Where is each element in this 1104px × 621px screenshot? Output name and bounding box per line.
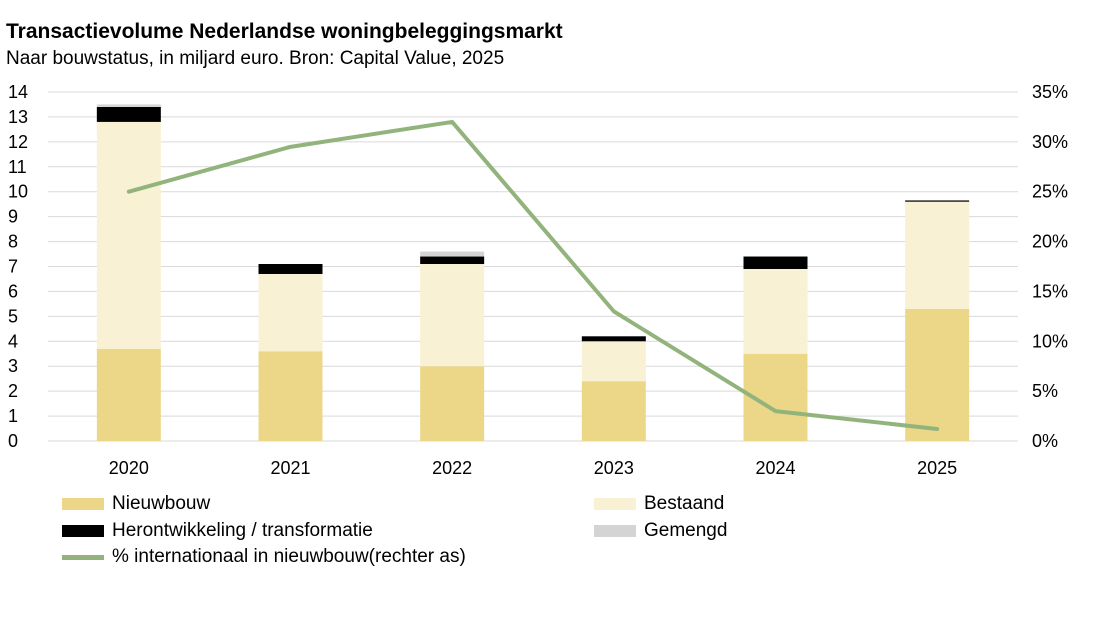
ticks-layer: 012345678910111213140%5%10%15%20%25%30%3… xyxy=(8,82,1068,478)
y-tick-label: 11 xyxy=(8,157,27,177)
bar-gemengd xyxy=(420,251,485,257)
bar-bestaand xyxy=(581,341,646,382)
y-tick-label: 2 xyxy=(8,381,18,401)
y-tick-label: 4 xyxy=(8,331,18,351)
y-tick-label: 0 xyxy=(8,431,18,451)
bar-bestaand xyxy=(420,264,485,367)
y2-tick-label: 35% xyxy=(1032,82,1068,102)
x-tick-label: 2021 xyxy=(270,458,310,478)
bar-herontwikkeling xyxy=(258,264,323,274)
y2-tick-label: 10% xyxy=(1032,331,1068,351)
line-layer xyxy=(126,119,940,432)
bars-layer xyxy=(96,104,970,441)
x-tick-label: 2020 xyxy=(109,458,149,478)
y-tick-label: 1 xyxy=(8,406,18,426)
bar-nieuwbouw xyxy=(905,308,970,441)
y-tick-label: 6 xyxy=(8,281,18,301)
y-tick-label: 12 xyxy=(8,132,28,152)
bar-bestaand xyxy=(905,201,970,309)
bar-bestaand xyxy=(743,268,808,354)
bar-bestaand xyxy=(96,121,161,349)
line-international-nieuwbouw xyxy=(126,119,940,432)
chart-subtitle: Naar bouwstatus, in miljard euro. Bron: … xyxy=(6,48,505,69)
grid-layer xyxy=(48,91,1018,442)
y-tick-label: 8 xyxy=(8,232,18,252)
y2-tick-label: 15% xyxy=(1032,281,1068,301)
y-tick-label: 13 xyxy=(8,107,28,127)
bar-herontwikkeling xyxy=(743,256,808,269)
y-tick-label: 5 xyxy=(8,306,18,326)
bar-herontwikkeling xyxy=(420,256,485,265)
y2-tick-label: 30% xyxy=(1032,132,1068,152)
y-tick-label: 9 xyxy=(8,207,18,227)
y-tick-label: 10 xyxy=(8,182,28,202)
bar-nieuwbouw xyxy=(258,351,323,441)
bar-nieuwbouw xyxy=(581,381,646,441)
x-tick-label: 2022 xyxy=(432,458,472,478)
bar-bestaand xyxy=(258,273,323,352)
y-tick-label: 14 xyxy=(8,82,28,102)
bar-herontwikkeling xyxy=(905,200,970,202)
y-tick-label: 7 xyxy=(8,257,18,277)
bar-nieuwbouw xyxy=(96,348,161,441)
chart-title: Transactievolume Nederlandse woningbeleg… xyxy=(6,20,563,43)
y2-tick-label: 20% xyxy=(1032,232,1068,252)
x-tick-label: 2025 xyxy=(917,458,957,478)
x-tick-label: 2024 xyxy=(755,458,795,478)
y2-tick-label: 25% xyxy=(1032,182,1068,202)
y2-tick-label: 0% xyxy=(1032,431,1058,451)
bar-herontwikkeling xyxy=(96,106,161,122)
y2-tick-label: 5% xyxy=(1032,381,1058,401)
bar-nieuwbouw xyxy=(420,366,485,441)
bar-gemengd xyxy=(96,104,161,107)
x-tick-label: 2023 xyxy=(594,458,634,478)
y-tick-label: 3 xyxy=(8,356,18,376)
bar-herontwikkeling xyxy=(581,336,646,342)
